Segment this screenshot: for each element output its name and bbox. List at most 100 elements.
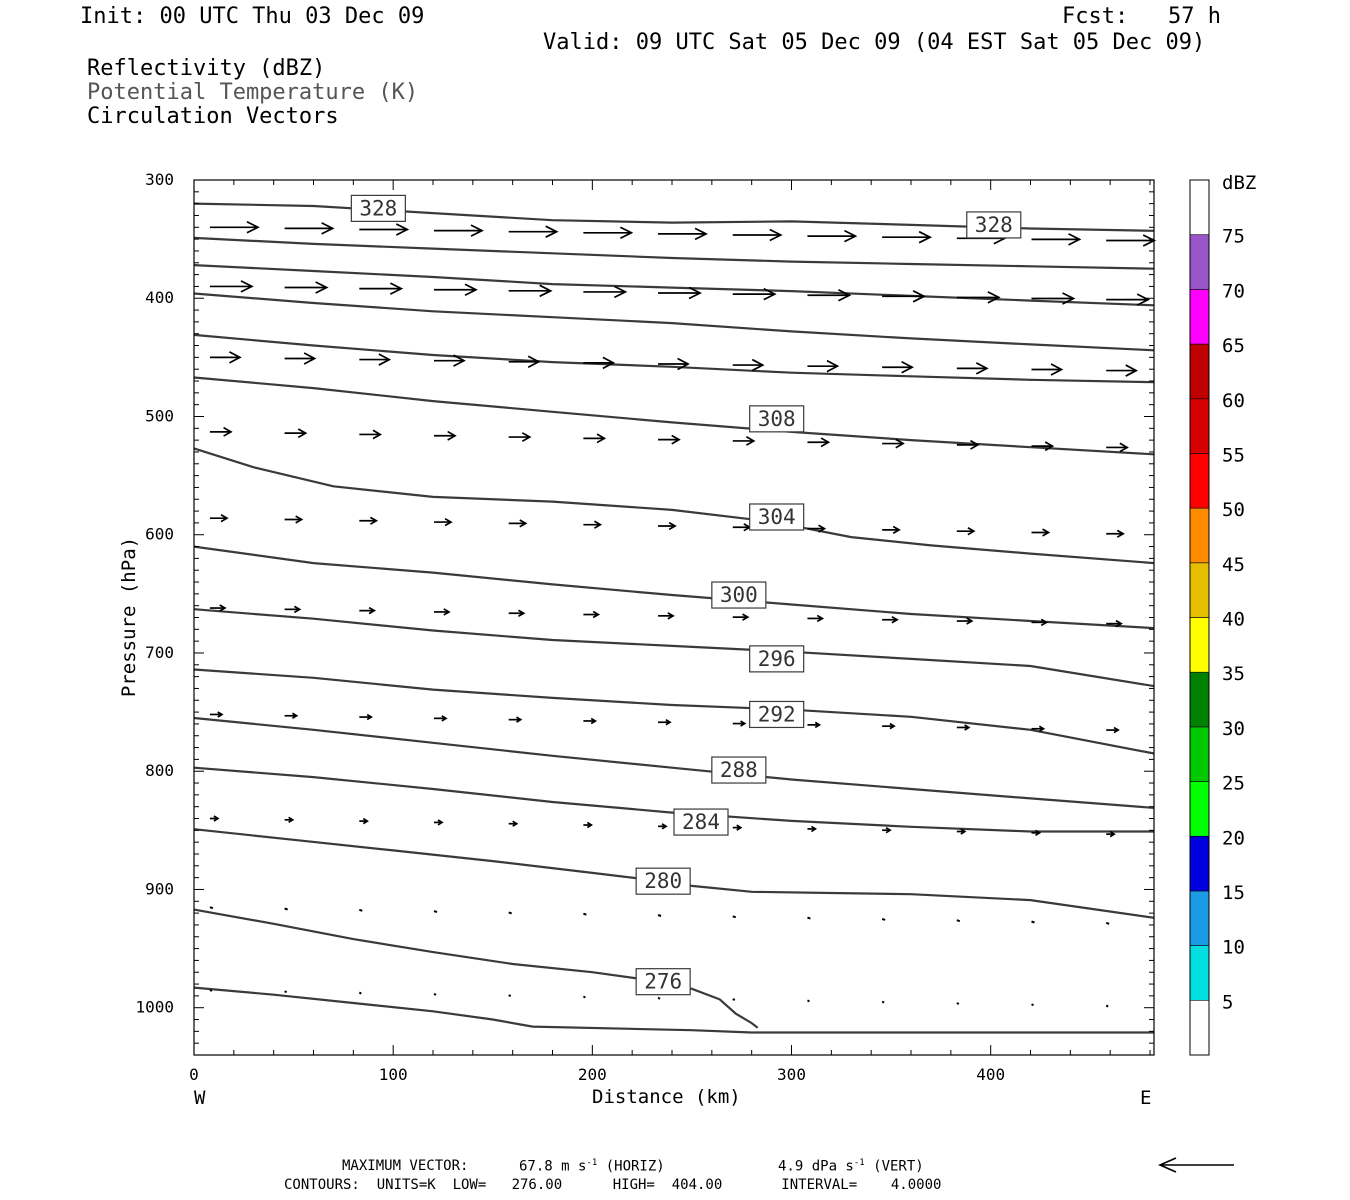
x-axis-label: Distance (km) [592,1086,741,1108]
contour-label-box [749,405,805,433]
circulation-vector-head [1125,364,1139,377]
contour-label-box [966,211,1022,239]
colorbar-segment-65 [1189,289,1210,345]
circulation-vector-head [1115,619,1123,628]
colorbar-segment-50 [1189,453,1210,509]
circulation-vector-head [366,713,373,721]
colorbar-segment-45 [1189,507,1210,564]
circulation-vector-head [895,438,905,449]
contour-label-box [673,808,729,836]
colorbar-segment-35 [1189,617,1210,673]
circulation-vector-head [223,426,233,437]
circulation-vector-head [1062,292,1076,305]
contour-label-box [711,581,767,609]
circulation-vector [657,914,662,917]
contour-label-box [350,194,406,222]
circulation-vector-head [441,715,448,722]
circulation-vector [807,916,811,920]
circulation-vector-head [1116,529,1125,538]
contour-label-box [749,503,805,531]
colorbar-segment-15 [1189,835,1210,892]
circulation-vector-head [369,516,379,525]
contour-label: 284 [682,810,720,834]
circulation-vector-head [763,287,777,301]
colorbar-level-25: 25 [1222,773,1245,795]
circulation-vector-head [602,356,616,370]
circulation-vector [582,995,586,999]
circulation-vector-head [964,724,971,731]
circulation-vector-head [362,817,369,825]
circulation-vector-head [368,606,377,615]
x-tick-label: 100 [379,1065,408,1084]
circulation-vector [732,915,737,919]
circulation-vector-head [742,613,750,621]
contour-label: 328 [359,196,397,220]
theta-contour-312 [193,376,1155,456]
circulation-vector-head [814,721,822,729]
colorbar-level-10: 10 [1222,937,1245,959]
circulation-vector-head [668,521,677,531]
circulation-vector-head [372,429,383,440]
circulation-vector-head [885,826,892,834]
circulation-vector [732,998,736,1001]
circulation-vector-head [295,515,304,524]
circulation-vector-head [512,820,519,827]
colorbar-level-20: 20 [1222,827,1245,849]
circulation-vector-head [619,226,634,240]
circulation-vector-head [820,437,831,448]
contour-label-box [749,700,805,729]
circulation-vector-head [677,357,690,371]
circulation-vector-head [901,361,914,374]
circulation-vector-head [539,284,553,298]
contour-label-box [635,968,691,996]
x-end-label-east: E [1140,1087,1152,1109]
colorbar-level-60: 60 [1222,390,1245,412]
colorbar-segment-70 [1189,234,1210,290]
circulation-vector-head [826,359,840,373]
theta-contour-280 [193,908,759,1029]
circulation-vector [1031,920,1035,924]
colorbar-segment-30 [1189,671,1210,728]
theta-contour-276 [193,986,1154,1034]
contour-label: 304 [758,505,796,529]
circulation-vector-head [213,815,220,822]
y-tick-label: 500 [145,406,174,425]
colorbar-segment-below [1189,1000,1210,1056]
circulation-vector-head [1068,233,1082,246]
contour-label: 292 [758,702,796,726]
circulation-vector [806,999,810,1003]
circulation-vector [209,989,213,992]
circulation-vector-head [315,281,329,294]
circulation-vector-head [590,717,598,725]
y-tick-label: 700 [145,643,174,662]
y-tick-label: 900 [145,879,174,898]
circulation-vector-head [1119,442,1129,453]
theta-contour-296 [193,668,1155,755]
circulation-vector-head [1038,725,1046,732]
field-vectors: Circulation Vectors [87,104,339,129]
circulation-vector-head [751,358,765,372]
theta-contour-292 [193,716,1155,809]
colorbar-level-35: 35 [1222,663,1245,685]
circulation-vector-head [378,353,392,366]
colorbar-segment-20 [1189,781,1210,837]
circulation-vector-head [816,614,825,623]
circulation-vector [433,992,437,996]
circulation-vector-head [453,354,466,367]
circulation-vector-head [671,434,681,445]
x-tick-label: 300 [777,1065,806,1084]
y-axis-label: Pressure (hPa) [118,537,140,697]
circulation-vector-head [592,610,601,619]
y-tick-label: 300 [145,170,174,189]
max-vector-label: MAXIMUM VECTOR: [342,1158,469,1174]
contour-label-box [635,867,691,895]
circulation-vector-head [447,430,457,441]
theta-contour-320 [193,292,1155,352]
contours-info: CONTOURS: UNITS=K LOW= 276.00 HIGH= 404.… [284,1177,942,1193]
contour-label: 276 [644,970,682,994]
circulation-vector-head [918,230,933,244]
circulation-vector-head [217,711,224,718]
circulation-vector-head [527,355,541,369]
circulation-vector-head [545,225,559,238]
circulation-vector-head [975,362,989,375]
